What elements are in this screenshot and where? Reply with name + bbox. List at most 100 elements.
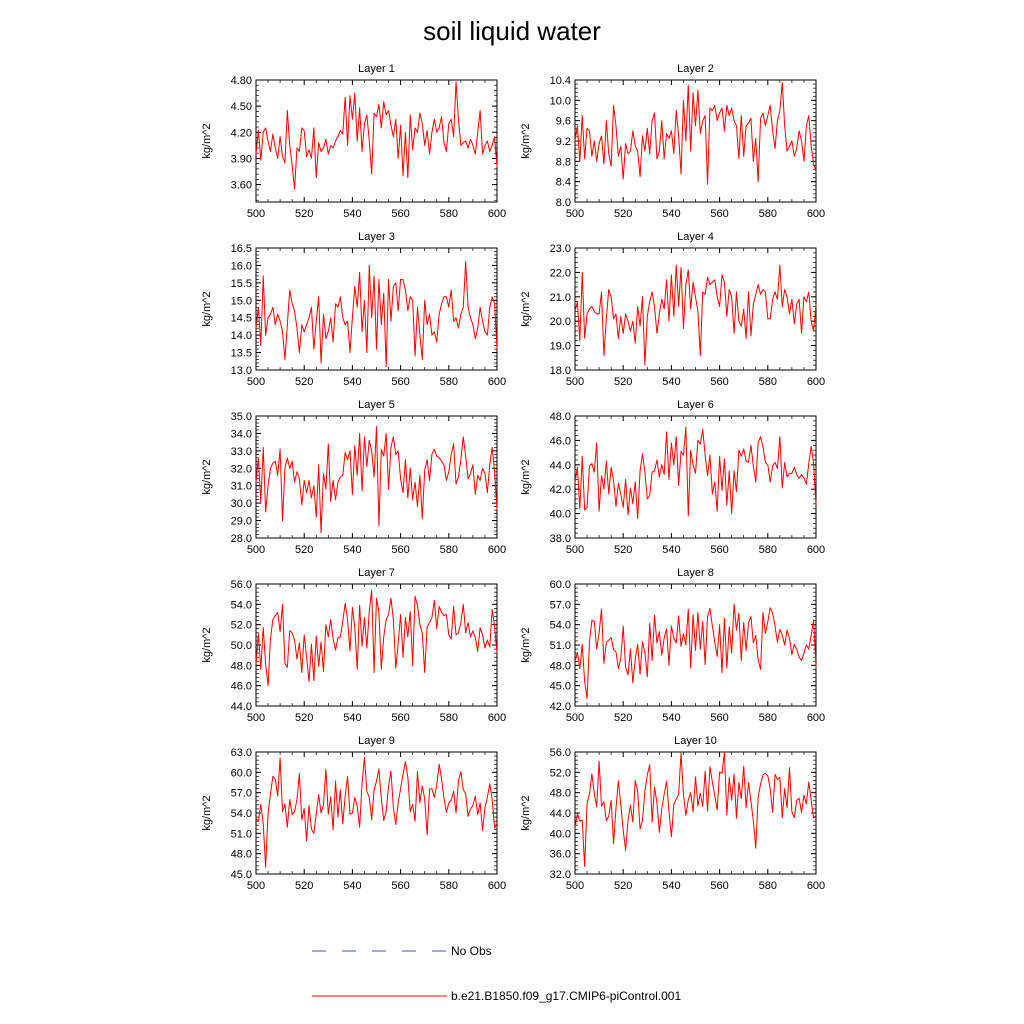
y-tick-label: 48.0 <box>231 660 252 672</box>
y-tick-label: 33.0 <box>231 446 252 458</box>
chart-title: soil liquid water <box>423 16 601 46</box>
series-line <box>574 426 817 519</box>
x-tick-label: 580 <box>759 376 777 388</box>
x-tick-label: 560 <box>391 376 409 388</box>
series-line <box>574 82 817 185</box>
y-tick-label: 48.0 <box>550 411 571 423</box>
y-tick-label: 30.0 <box>231 498 252 510</box>
y-tick-label: 48.0 <box>231 849 252 861</box>
y-tick-label: 14.0 <box>231 330 252 342</box>
y-tick-label: 60.0 <box>550 579 571 591</box>
series-line <box>255 81 498 190</box>
y-tick-label: 13.5 <box>231 348 252 360</box>
x-tick-label: 540 <box>662 880 680 892</box>
y-tick-label: 38.0 <box>550 533 571 545</box>
y-tick-label: 48.0 <box>550 788 571 800</box>
panel-title: Layer 3 <box>358 231 395 243</box>
y-tick-label: 40.0 <box>550 828 571 840</box>
x-tick-label: 600 <box>488 208 506 220</box>
y-tick-label: 42.0 <box>550 484 571 496</box>
panel-layer-4: Layer 4 500 520 540 560 580 600 18.0 19.0 20.0 21.… <box>520 231 825 388</box>
plot-frame <box>255 247 498 371</box>
x-tick-label: 540 <box>662 544 680 556</box>
x-tick-label: 520 <box>295 208 313 220</box>
x-tick-label: 520 <box>614 712 632 724</box>
x-tick-label: 580 <box>440 376 458 388</box>
panel-title: Layer 9 <box>358 735 395 747</box>
y-tick-label: 48.0 <box>550 660 571 672</box>
y-tick-label: 34.0 <box>231 428 252 440</box>
panel-layer-3: Layer 3 500 520 540 560 580 600 13.0 13.5 14.0 14.… <box>201 231 506 388</box>
x-tick-label: 500 <box>566 712 584 724</box>
y-tick-label: 60.0 <box>231 767 252 779</box>
y-tick-label: 13.0 <box>231 365 252 377</box>
series-line <box>574 751 817 867</box>
x-tick-label: 500 <box>247 712 265 724</box>
x-tick-label: 560 <box>710 208 728 220</box>
y-axis-label: kg/m^2 <box>201 795 213 830</box>
series-line <box>255 589 498 687</box>
panels: Layer 1 500 520 540 560 580 600 3.60 3.90 4.20 4.5… <box>201 63 825 892</box>
x-tick-label: 600 <box>807 880 825 892</box>
x-tick-label: 600 <box>807 712 825 724</box>
x-tick-label: 560 <box>710 544 728 556</box>
y-tick-label: 44.0 <box>550 460 571 472</box>
x-tick-label: 600 <box>488 544 506 556</box>
y-tick-label: 32.0 <box>550 869 571 881</box>
y-tick-label: 3.60 <box>231 180 252 192</box>
panel-layer-7: Layer 7 500 520 540 560 580 600 44.0 46.0 48.0 50.… <box>201 567 506 724</box>
x-tick-label: 500 <box>247 208 265 220</box>
plot-frame <box>574 751 817 875</box>
series-line <box>574 264 817 366</box>
x-tick-label: 500 <box>566 208 584 220</box>
y-axis-label: kg/m^2 <box>201 459 213 494</box>
y-tick-label: 57.0 <box>550 599 571 611</box>
x-tick-label: 560 <box>391 712 409 724</box>
y-tick-label: 36.0 <box>550 849 571 861</box>
y-tick-label: 56.0 <box>550 747 571 759</box>
y-tick-label: 15.0 <box>231 295 252 307</box>
y-tick-label: 46.0 <box>231 681 252 693</box>
y-tick-label: 31.0 <box>231 481 252 493</box>
y-tick-label: 16.5 <box>231 243 252 255</box>
series-line <box>574 603 817 700</box>
panel-title: Layer 7 <box>358 567 395 579</box>
panel-layer-10: Layer 10 500 520 540 560 580 600 32.0 36.0 40.0 44… <box>520 735 825 892</box>
y-tick-label: 8.0 <box>556 197 571 209</box>
y-tick-label: 4.80 <box>231 75 252 87</box>
x-tick-label: 520 <box>614 376 632 388</box>
y-tick-label: 28.0 <box>231 533 252 545</box>
y-axis-label: kg/m^2 <box>520 795 532 830</box>
x-tick-label: 540 <box>343 880 361 892</box>
panel-layer-8: Layer 8 500 520 540 560 580 600 42.0 45.0 48.0 51.… <box>520 567 825 724</box>
y-tick-label: 44.0 <box>231 701 252 713</box>
x-tick-label: 500 <box>247 544 265 556</box>
y-tick-label: 44.0 <box>550 808 571 820</box>
y-tick-label: 40.0 <box>550 509 571 521</box>
x-tick-label: 580 <box>440 880 458 892</box>
y-axis-label: kg/m^2 <box>520 459 532 494</box>
x-tick-label: 560 <box>391 208 409 220</box>
y-axis-label: kg/m^2 <box>520 123 532 158</box>
y-tick-label: 9.6 <box>556 116 571 128</box>
y-tick-label: 20.0 <box>550 316 571 328</box>
legend: No Obs b.e21.B1850.f09_g17.CMIP6-piContr… <box>312 944 681 1003</box>
panel-title: Layer 4 <box>677 231 714 243</box>
y-tick-label: 16.0 <box>231 260 252 272</box>
x-tick-label: 540 <box>343 208 361 220</box>
x-tick-label: 580 <box>759 208 777 220</box>
y-tick-label: 46.0 <box>550 435 571 447</box>
x-tick-label: 520 <box>614 880 632 892</box>
x-tick-label: 520 <box>614 544 632 556</box>
x-tick-label: 500 <box>566 544 584 556</box>
x-tick-label: 500 <box>566 376 584 388</box>
y-tick-label: 45.0 <box>550 681 571 693</box>
y-tick-label: 8.8 <box>556 156 571 168</box>
series-line <box>255 261 498 368</box>
y-tick-label: 56.0 <box>231 579 252 591</box>
x-tick-label: 600 <box>488 880 506 892</box>
x-tick-label: 580 <box>440 712 458 724</box>
x-tick-label: 540 <box>343 544 361 556</box>
x-tick-label: 600 <box>807 208 825 220</box>
x-tick-label: 560 <box>710 880 728 892</box>
